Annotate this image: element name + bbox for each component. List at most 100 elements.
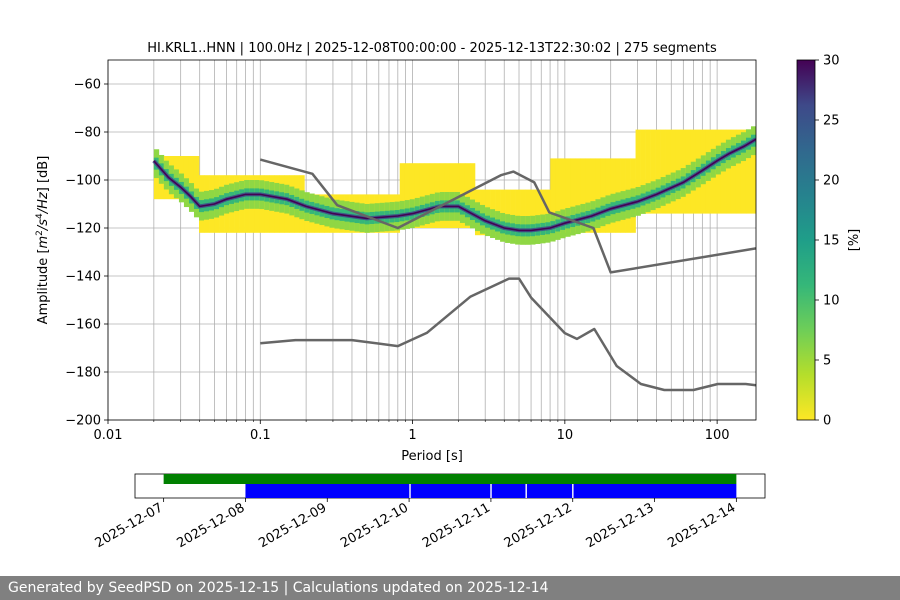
colorbar-tick-label: 30	[823, 54, 840, 69]
x-tick-label: 10	[557, 428, 574, 443]
timeline-gap	[525, 484, 527, 498]
y-axis-label: Amplitude [m2/s4/Hz] [dB]	[35, 156, 51, 325]
x-tick-label: 1	[408, 428, 416, 443]
colorbar-label: [%]	[847, 229, 862, 252]
histogram-cell-low	[540, 189, 546, 237]
ylabel-hz: /Hz	[36, 191, 51, 214]
histogram-cell-low	[500, 189, 506, 236]
colorbar-tick-label: 5	[823, 354, 831, 369]
y-tick-label: −160	[65, 318, 101, 333]
histogram-cell-low	[414, 163, 421, 228]
histogram-cell-low	[469, 163, 476, 228]
x-tick-label: 100	[705, 428, 730, 443]
histogram-cell-low	[595, 158, 601, 233]
colorbar-tick-label: 20	[823, 174, 840, 189]
ylabel-m: m	[36, 236, 51, 249]
histogram-cell-low	[565, 158, 571, 233]
histogram-cell-low	[510, 189, 516, 237]
histogram-cell-low	[650, 129, 656, 214]
histogram-cell-low	[419, 163, 426, 228]
histogram-cell-low	[520, 189, 526, 238]
histogram-cell-low	[560, 158, 566, 233]
psd-mode-core	[153, 138, 756, 232]
histogram-cell-low	[535, 189, 541, 237]
histogram-cell-low	[725, 129, 732, 214]
histogram-cell-low	[665, 129, 671, 214]
timeline-gaps	[409, 484, 574, 498]
x-tick-label: 0.1	[250, 428, 271, 443]
noise-model-nlnm	[260, 277, 756, 392]
histogram-cell-low	[600, 158, 606, 233]
ylabel-exp4: 4	[35, 213, 45, 219]
histogram-cell-low	[635, 129, 641, 214]
histogram-cell-low	[183, 156, 190, 200]
noise-models	[259, 158, 756, 392]
timeline-tick-label: 2025-12-07	[93, 500, 166, 551]
histogram-cell-low	[575, 158, 581, 233]
plot-area: −200 −180 −160 −140 −120 −100 −80 −60 0.01 0.1 1 1…	[65, 59, 757, 443]
ylabel-exp2: 2	[35, 230, 45, 236]
ylabel-prefix: Amplitude [	[36, 248, 51, 324]
histogram-cell-low	[670, 129, 677, 214]
histogram-cell-low	[188, 156, 195, 205]
psd-mode	[152, 137, 756, 233]
timeline-gap	[490, 484, 492, 498]
histogram-cell-low	[720, 129, 727, 214]
histogram-cell-low	[735, 129, 742, 214]
histogram-cell-low	[505, 189, 511, 236]
footer-text: Generated by SeedPSD on 2025-12-15 | Cal…	[8, 580, 549, 596]
timeline-gap	[409, 484, 411, 498]
y-tick-label: −180	[65, 366, 101, 381]
x-axis-label: Period [s]	[401, 449, 463, 464]
x-tick-label: 0.01	[94, 428, 123, 443]
timeline-gap	[572, 484, 574, 498]
y-tick-label: −200	[65, 414, 101, 429]
data-available-bar	[163, 474, 737, 484]
y-tick-label: −140	[65, 270, 101, 285]
colorbar-tick-label: 10	[823, 294, 840, 309]
colorbar: 0 5 10 15 20 25 30 [%]	[796, 54, 862, 429]
timeline-tick-label: 2025-12-10	[338, 500, 411, 551]
histogram-cell-low	[555, 158, 561, 233]
y-tick-label: −80	[74, 126, 101, 141]
y-tick-label: −60	[74, 78, 101, 93]
timeline-tick-label: 2025-12-12	[502, 500, 575, 551]
histogram-cell-low	[515, 189, 521, 238]
ylabel-suffix: ] [dB]	[36, 156, 51, 193]
histogram-cell-low	[570, 158, 576, 233]
plot-frame	[107, 59, 757, 421]
psd-histogram	[153, 126, 756, 245]
timeline: 2025-12-07 2025-12-08 2025-12-09 2025-12-10…	[93, 473, 766, 551]
colorbar-tick-label: 15	[823, 234, 840, 249]
colorbar-tick-label: 0	[823, 414, 831, 429]
colorbar-tick-label: 25	[823, 114, 840, 129]
histogram-cell-low	[530, 189, 536, 238]
histogram-cell-low	[590, 158, 596, 233]
histogram-cell-low	[730, 129, 737, 214]
histogram-cell-low	[580, 158, 586, 233]
timeline-tick-label: 2025-12-13	[584, 500, 657, 551]
histogram-cell-low	[750, 129, 756, 214]
histogram-cell-low	[409, 163, 416, 228]
colorbar-gradient	[796, 59, 816, 421]
histogram-cell-low	[404, 163, 411, 228]
footer-bar: Generated by SeedPSD on 2025-12-15 | Cal…	[0, 576, 900, 600]
histogram-cell-low	[655, 129, 661, 214]
noise-model-nhnm	[259, 158, 756, 274]
histogram-cell-low	[585, 158, 591, 233]
histogram-cell-low	[645, 129, 651, 214]
ylabel-s: /s	[36, 219, 51, 231]
y-tick-label: −120	[65, 222, 101, 237]
histogram-cell-low	[550, 158, 556, 235]
histogram-cell-low	[745, 129, 752, 214]
timeline-tick-label: 2025-12-09	[256, 500, 329, 551]
timeline-tick-label: 2025-12-11	[420, 500, 493, 551]
timeline-tick-label: 2025-12-14	[665, 500, 738, 551]
timeline-tick-label: 2025-12-08	[175, 500, 248, 551]
histogram-cell-low	[545, 189, 551, 236]
histogram-cell-low	[525, 189, 531, 238]
chart-title: HI.KRL1..HNN | 100.0Hz | 2025-12-08T00:0…	[147, 41, 717, 56]
histogram-cell-low	[193, 156, 200, 211]
histogram-cell-low	[640, 129, 646, 214]
